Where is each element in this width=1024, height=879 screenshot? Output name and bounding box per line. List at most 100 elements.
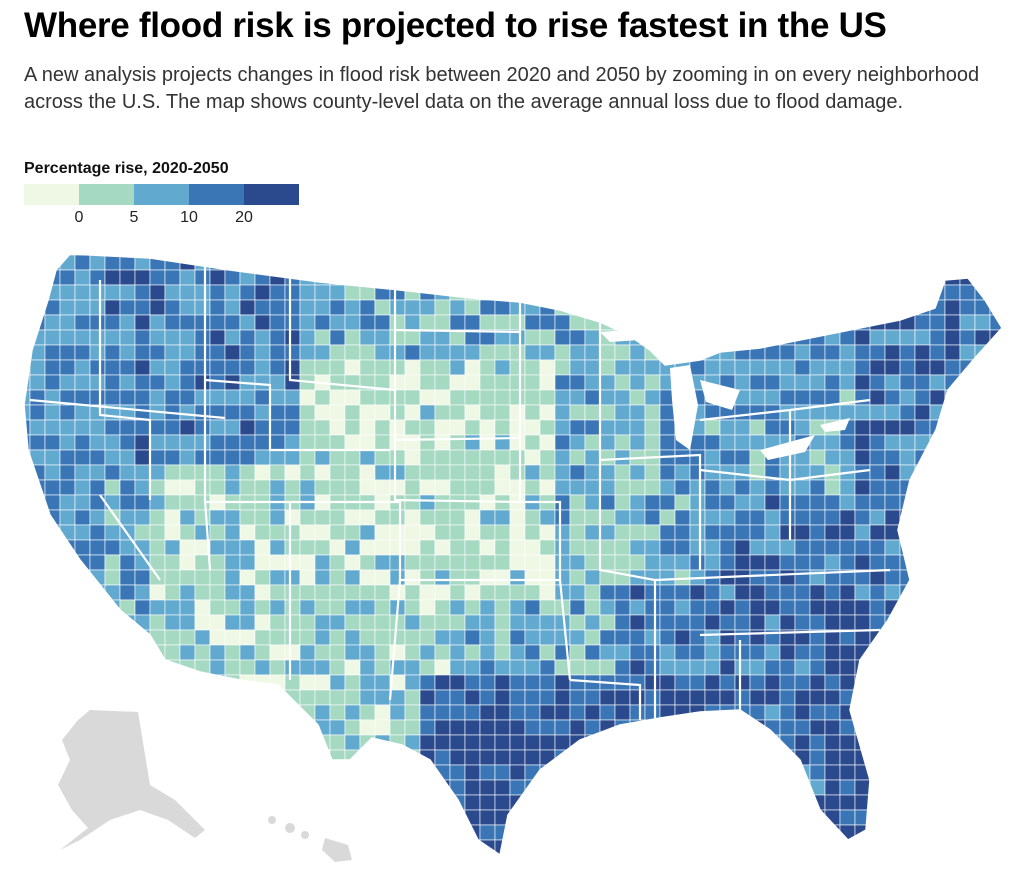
county-cell <box>464 269 481 286</box>
county-cell <box>239 674 256 691</box>
county-cell <box>914 794 931 811</box>
county-cell <box>614 584 631 601</box>
county-cell <box>869 539 886 556</box>
county-cell <box>824 734 841 751</box>
county-cell <box>959 659 976 676</box>
county-cell <box>284 809 301 826</box>
county-cell <box>764 644 781 661</box>
county-cell <box>509 689 526 706</box>
county-cell <box>749 494 766 511</box>
county-cell <box>419 479 436 496</box>
county-cell <box>629 509 646 526</box>
county-cell <box>974 824 991 841</box>
county-cell <box>1020 855 1024 870</box>
county-cell <box>719 449 736 466</box>
county-cell <box>209 524 226 541</box>
county-cell <box>224 704 241 721</box>
county-cell <box>689 644 706 661</box>
county-cell <box>494 299 511 316</box>
county-cell <box>329 734 346 751</box>
county-cell <box>1020 720 1024 735</box>
county-cell <box>374 404 391 421</box>
county-cell <box>854 449 871 466</box>
county-cell <box>989 404 1002 421</box>
county-cell <box>24 719 31 736</box>
county-cell <box>839 854 856 855</box>
county-cell <box>59 854 76 855</box>
county-cell <box>929 704 946 721</box>
county-cell <box>749 479 766 496</box>
county-cell <box>929 479 946 496</box>
county-cell <box>314 569 331 586</box>
county-cell <box>779 719 796 736</box>
county-cell <box>389 329 406 346</box>
county-cell <box>164 419 181 436</box>
county-cell <box>0 690 15 705</box>
county-cell <box>569 554 586 571</box>
county-cell <box>824 434 841 451</box>
county-cell <box>209 794 226 811</box>
county-cell <box>884 704 901 721</box>
county-cell <box>194 479 211 496</box>
county-cell <box>569 584 586 601</box>
county-cell <box>569 809 586 826</box>
county-cell <box>779 464 796 481</box>
county-cell <box>29 494 46 511</box>
county-cell <box>809 284 826 301</box>
county-cell <box>434 344 451 361</box>
county-cell <box>29 659 46 676</box>
county-cell <box>959 704 976 721</box>
county-cell <box>944 824 961 841</box>
county-cell <box>989 314 1002 331</box>
county-cell <box>269 419 286 436</box>
county-cell <box>164 734 181 751</box>
county-cell <box>329 524 346 541</box>
county-cell <box>164 839 181 855</box>
county-cell <box>719 434 736 451</box>
county-cell <box>914 584 931 601</box>
county-cell <box>419 584 436 601</box>
county-cell <box>479 689 496 706</box>
county-cell <box>644 629 661 646</box>
county-cell <box>314 719 331 736</box>
county-cell <box>329 719 346 736</box>
county-cell <box>659 734 676 751</box>
county-cell <box>914 254 931 271</box>
county-cell <box>134 359 151 376</box>
county-cell <box>659 569 676 586</box>
county-cell <box>584 554 601 571</box>
county-cell <box>419 764 436 781</box>
county-cell <box>299 464 316 481</box>
county-cell <box>749 359 766 376</box>
county-cell <box>1005 645 1020 660</box>
county-cell <box>764 599 781 616</box>
county-cell <box>224 434 241 451</box>
county-cell <box>704 599 721 616</box>
county-cell <box>614 509 631 526</box>
county-cell <box>419 734 436 751</box>
county-cell <box>269 779 286 796</box>
county-cell <box>509 674 526 691</box>
county-cell <box>314 779 331 796</box>
county-cell <box>119 254 136 256</box>
county-cell <box>389 434 406 451</box>
county-cell <box>659 719 676 736</box>
county-cell <box>674 749 691 766</box>
county-cell <box>734 359 751 376</box>
legend-swatch-2 <box>79 184 134 205</box>
county-cell <box>239 779 256 796</box>
county-cell <box>284 374 301 391</box>
county-cell <box>779 404 796 421</box>
county-cell <box>344 539 361 556</box>
county-cell <box>59 404 76 421</box>
county-cell <box>914 374 931 391</box>
county-cell <box>689 299 706 316</box>
county-cell <box>389 254 406 256</box>
county-cell <box>29 539 46 556</box>
county-cell <box>704 854 721 855</box>
county-cell <box>194 764 211 781</box>
county-cell <box>0 735 15 750</box>
county-cell <box>599 284 616 301</box>
county-cell <box>869 599 886 616</box>
county-cell <box>719 269 736 286</box>
